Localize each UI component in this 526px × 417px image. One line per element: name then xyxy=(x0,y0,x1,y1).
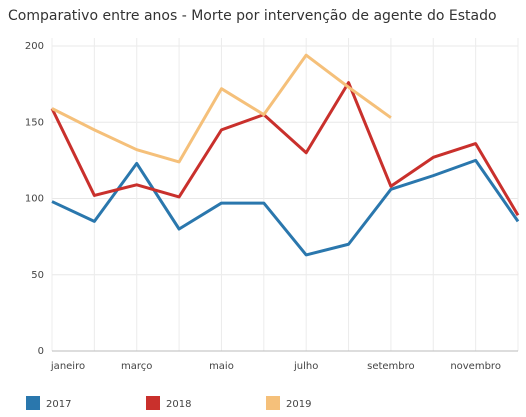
y-tick-label: 150 xyxy=(25,117,44,128)
legend-swatch xyxy=(266,396,280,410)
legend-label: 2017 xyxy=(46,399,71,410)
series-line xyxy=(50,81,520,217)
legend-label: 2018 xyxy=(166,399,191,410)
legend-label: 2019 xyxy=(286,399,311,410)
y-tick-label: 100 xyxy=(25,194,44,205)
x-tick-label: setembro xyxy=(367,361,415,372)
legend-swatch xyxy=(26,396,40,410)
y-tick-label: 0 xyxy=(38,346,44,357)
chart-title: Comparativo entre anos - Morte por inter… xyxy=(8,8,497,24)
legend-swatch xyxy=(146,396,160,410)
series-line xyxy=(51,53,392,164)
x-tick-label: janeiro xyxy=(50,361,85,372)
y-tick-label: 50 xyxy=(31,270,44,281)
x-tick-label: novembro xyxy=(450,361,501,372)
series-line xyxy=(51,158,520,257)
x-tick-label: março xyxy=(121,361,152,372)
x-tick-label: maio xyxy=(209,361,234,372)
x-tick-label: julho xyxy=(293,361,318,372)
y-tick-label: 200 xyxy=(25,41,44,52)
